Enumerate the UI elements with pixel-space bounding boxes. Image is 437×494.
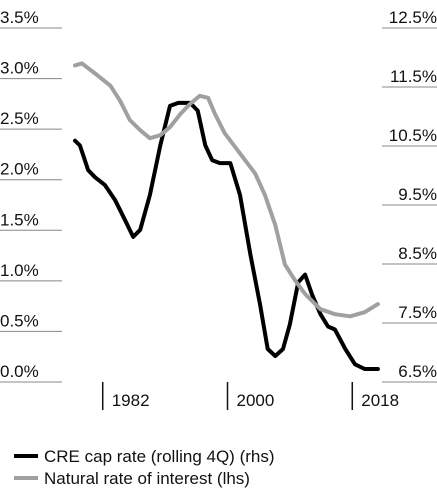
y-tick-label: 3.0% — [0, 59, 39, 78]
y2-tick-label: 11.5% — [390, 67, 437, 86]
y2-tick-label: 9.5% — [398, 185, 437, 204]
y-tick-label: 0.0% — [0, 362, 39, 381]
legend-label: CRE cap rate (rolling 4Q) (rhs) — [44, 447, 275, 466]
series-line — [73, 100, 380, 371]
y2-tick-label: 8.5% — [398, 244, 437, 263]
legend-label: Natural rate of interest (lhs) — [44, 469, 250, 488]
series-line — [73, 61, 380, 319]
y-tick-label: 0.5% — [0, 311, 39, 330]
x-tick-label: 2000 — [237, 391, 275, 410]
x-tick-label: 2018 — [361, 391, 399, 410]
y2-tick-label: 6.5% — [398, 362, 437, 381]
y-tick-label: 3.5% — [0, 8, 39, 27]
x-tick-label: 1982 — [112, 391, 150, 410]
y2-tick-label: 12.5% — [389, 8, 437, 27]
y-tick-label: 2.5% — [0, 109, 39, 128]
y2-tick-label: 10.5% — [389, 126, 437, 145]
y-tick-label: 1.0% — [0, 261, 39, 280]
y-tick-label: 1.5% — [0, 210, 39, 229]
y-tick-label: 2.0% — [0, 160, 39, 179]
y2-tick-label: 7.5% — [398, 303, 437, 322]
